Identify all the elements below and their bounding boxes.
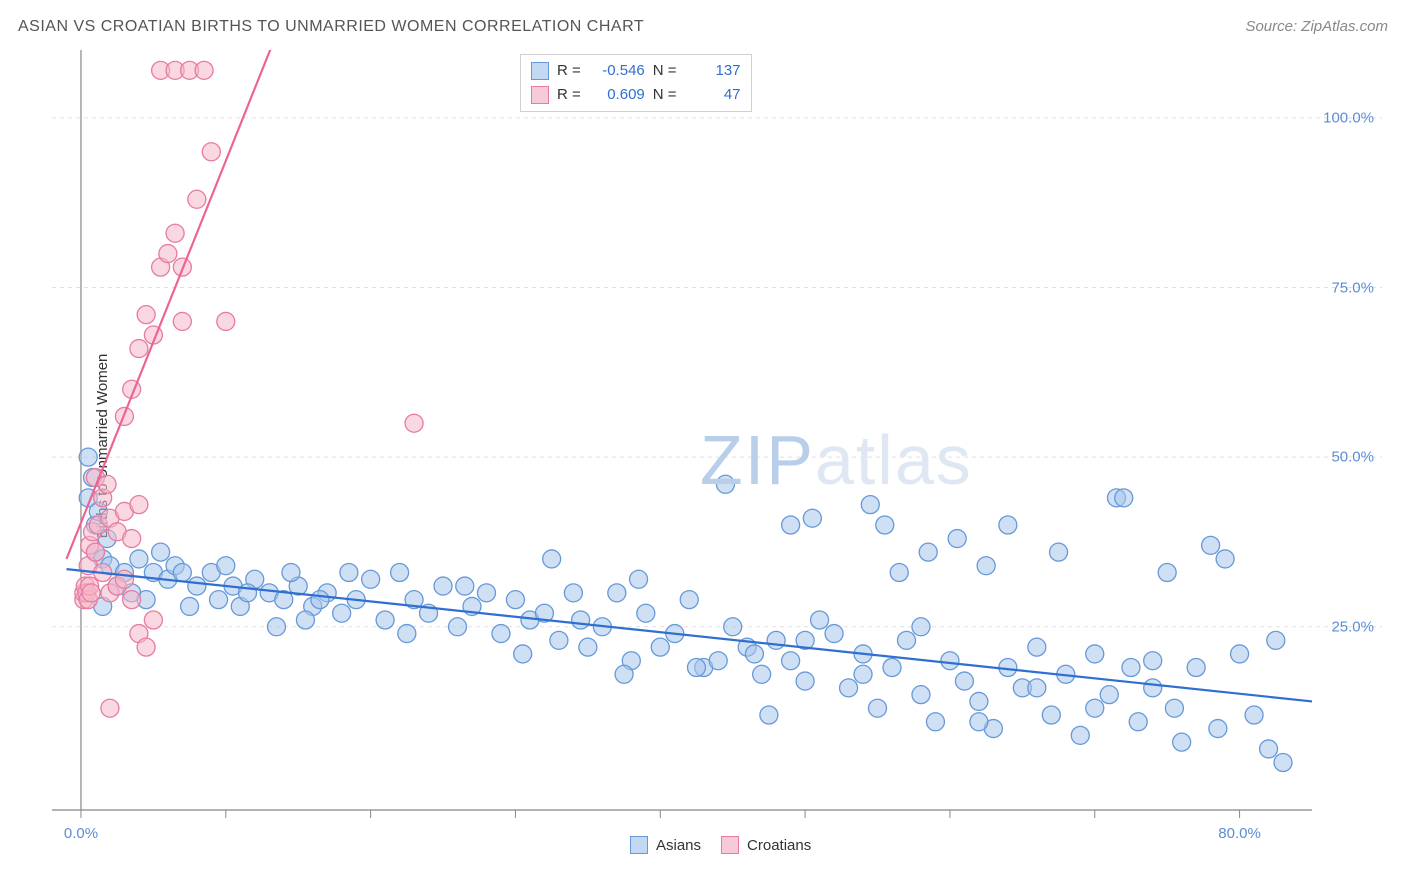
chart-header: ASIAN VS CROATIAN BIRTHS TO UNMARRIED WO…	[18, 18, 1388, 36]
x-tick-label: 0.0%	[64, 825, 98, 842]
scatter-plot: 25.0% 50.0% 75.0% 100.0% 0.0% 80.0%	[52, 50, 1382, 840]
y-tick-label: 75.0%	[1331, 279, 1374, 296]
chart-title: ASIAN VS CROATIAN BIRTHS TO UNMARRIED WO…	[18, 18, 644, 36]
y-tick-label: 25.0%	[1331, 618, 1374, 635]
n-value: 137	[685, 59, 741, 83]
series-legend: Asians Croatians	[630, 836, 811, 854]
legend-label: Croatians	[747, 837, 811, 854]
n-label: N =	[653, 59, 677, 83]
swatch-blue-icon	[531, 62, 549, 80]
swatch-blue-icon	[630, 836, 648, 854]
y-tick-label: 100.0%	[1323, 109, 1374, 126]
legend-row: R = -0.546 N = 137	[531, 59, 741, 83]
correlation-legend: R = -0.546 N = 137 R = 0.609 N = 47	[520, 54, 752, 112]
r-value: 0.609	[589, 83, 645, 107]
y-tick-label: 50.0%	[1331, 449, 1374, 466]
legend-item: Asians	[630, 836, 701, 854]
r-label: R =	[557, 59, 581, 83]
legend-label: Asians	[656, 837, 701, 854]
x-tick-label: 80.0%	[1218, 825, 1261, 842]
legend-item: Croatians	[721, 836, 811, 854]
legend-row: R = 0.609 N = 47	[531, 83, 741, 107]
chart-svg	[52, 50, 1382, 840]
n-label: N =	[653, 83, 677, 107]
swatch-pink-icon	[531, 86, 549, 104]
swatch-pink-icon	[721, 836, 739, 854]
n-value: 47	[685, 83, 741, 107]
chart-source: Source: ZipAtlas.com	[1245, 18, 1388, 35]
r-value: -0.546	[589, 59, 645, 83]
r-label: R =	[557, 83, 581, 107]
